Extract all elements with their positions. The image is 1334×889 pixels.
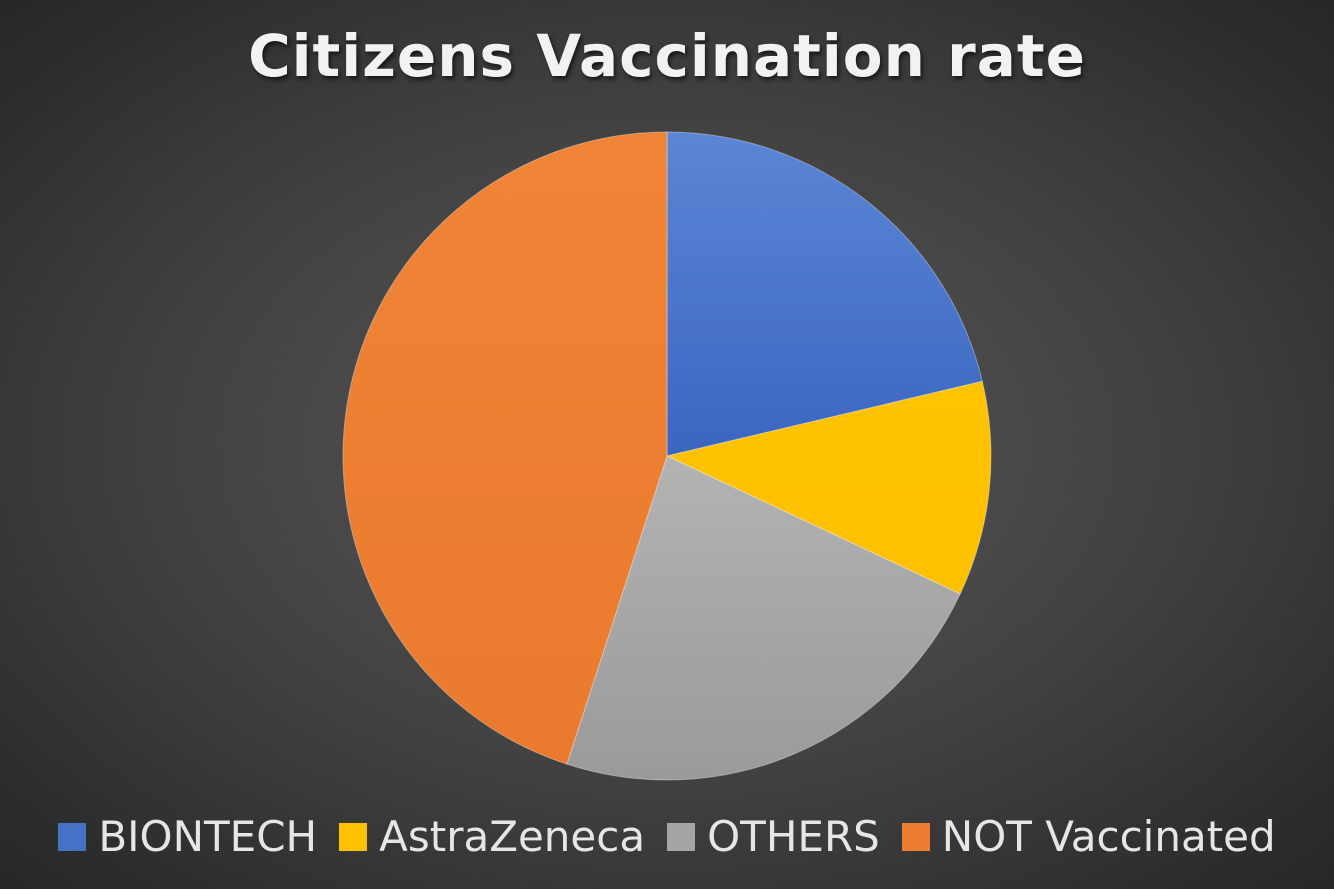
- legend: BIONTECH AstraZeneca OTHERS NOT Vaccinated: [0, 812, 1334, 861]
- legend-swatch: [58, 822, 87, 851]
- legend-label: AstraZeneca: [379, 812, 646, 861]
- legend-item-astrazeneca: AstraZeneca: [339, 812, 645, 861]
- legend-label: OTHERS: [707, 812, 880, 861]
- legend-label: NOT Vaccinated: [941, 812, 1276, 861]
- pie-slice-others: [566, 455, 961, 781]
- pie-slice-biontech: [666, 131, 983, 457]
- legend-swatch: [667, 822, 696, 851]
- legend-swatch: [901, 822, 930, 851]
- chart-title: Citizens Vaccination rate: [248, 22, 1086, 90]
- legend-item-others: OTHERS: [667, 812, 880, 861]
- pie-slice-astrazeneca: [665, 380, 992, 595]
- legend-label: BIONTECH: [98, 812, 318, 861]
- pie-slice-not-vaccinated: [342, 131, 668, 765]
- legend-swatch: [339, 822, 368, 851]
- legend-item-biontech: BIONTECH: [58, 812, 317, 861]
- legend-item-not-vaccinated: NOT Vaccinated: [901, 812, 1276, 861]
